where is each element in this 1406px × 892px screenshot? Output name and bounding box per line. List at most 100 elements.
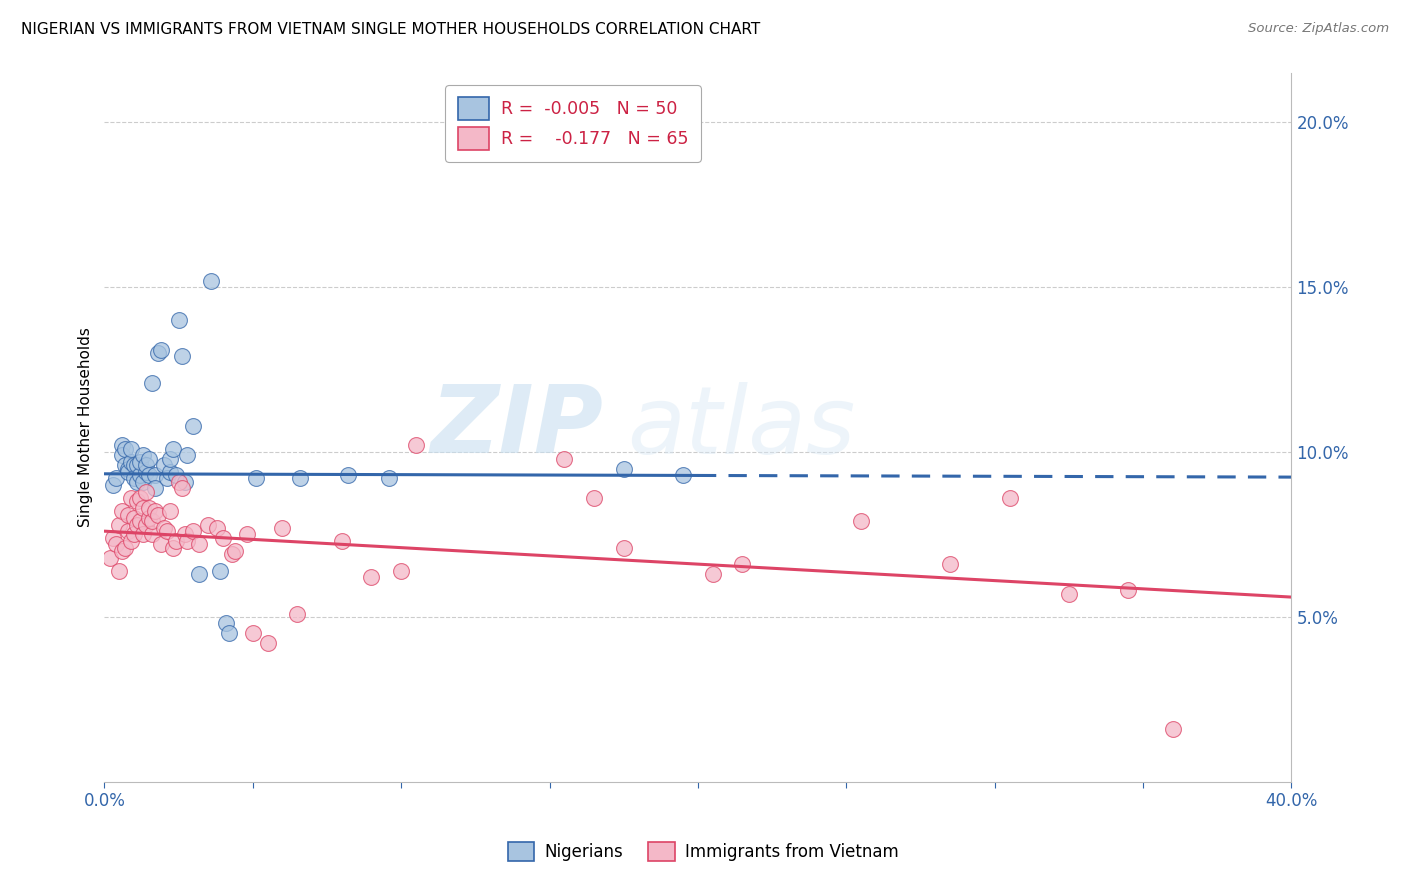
Point bbox=[117, 465, 139, 479]
Point bbox=[122, 471, 145, 485]
Point bbox=[173, 475, 195, 489]
Point bbox=[205, 521, 228, 535]
Point bbox=[176, 534, 198, 549]
Point bbox=[129, 491, 152, 506]
Point bbox=[152, 458, 174, 473]
Point bbox=[129, 455, 152, 469]
Point bbox=[271, 521, 294, 535]
Point bbox=[672, 468, 695, 483]
Point bbox=[125, 475, 148, 489]
Point bbox=[156, 471, 179, 485]
Point bbox=[242, 626, 264, 640]
Point bbox=[120, 534, 142, 549]
Point bbox=[159, 451, 181, 466]
Point bbox=[285, 607, 308, 621]
Text: Source: ZipAtlas.com: Source: ZipAtlas.com bbox=[1249, 22, 1389, 36]
Point bbox=[141, 527, 163, 541]
Point bbox=[159, 504, 181, 518]
Point bbox=[149, 537, 172, 551]
Point bbox=[1161, 722, 1184, 736]
Point bbox=[389, 564, 412, 578]
Point bbox=[336, 468, 359, 483]
Point bbox=[111, 504, 134, 518]
Point bbox=[122, 458, 145, 473]
Point bbox=[613, 541, 636, 555]
Point bbox=[236, 527, 259, 541]
Legend: Nigerians, Immigrants from Vietnam: Nigerians, Immigrants from Vietnam bbox=[501, 835, 905, 868]
Point bbox=[218, 626, 240, 640]
Legend: R =  -0.005   N = 50, R =    -0.177   N = 65: R = -0.005 N = 50, R = -0.177 N = 65 bbox=[446, 86, 700, 162]
Point bbox=[998, 491, 1021, 506]
Point bbox=[170, 350, 193, 364]
Point bbox=[120, 491, 142, 506]
Point bbox=[105, 471, 128, 485]
Point bbox=[132, 448, 155, 462]
Point bbox=[114, 541, 136, 555]
Point bbox=[138, 511, 160, 525]
Point bbox=[103, 531, 125, 545]
Point bbox=[135, 484, 157, 499]
Point bbox=[849, 514, 872, 528]
Point bbox=[129, 514, 152, 528]
Point bbox=[111, 448, 134, 462]
Point bbox=[122, 511, 145, 525]
Point bbox=[330, 534, 353, 549]
Point bbox=[1057, 587, 1080, 601]
Point bbox=[405, 438, 427, 452]
Y-axis label: Single Mother Households: Single Mother Households bbox=[79, 327, 93, 527]
Point bbox=[188, 537, 211, 551]
Point bbox=[108, 564, 131, 578]
Point bbox=[132, 501, 155, 516]
Point bbox=[156, 524, 179, 538]
Point bbox=[245, 471, 267, 485]
Point bbox=[125, 458, 148, 473]
Text: NIGERIAN VS IMMIGRANTS FROM VIETNAM SINGLE MOTHER HOUSEHOLDS CORRELATION CHART: NIGERIAN VS IMMIGRANTS FROM VIETNAM SING… bbox=[21, 22, 761, 37]
Point bbox=[188, 567, 211, 582]
Point bbox=[256, 636, 278, 650]
Point bbox=[135, 517, 157, 532]
Point bbox=[200, 274, 222, 288]
Point bbox=[170, 481, 193, 495]
Point bbox=[138, 451, 160, 466]
Point bbox=[143, 481, 166, 495]
Point bbox=[1116, 583, 1139, 598]
Point bbox=[141, 376, 163, 390]
Point bbox=[122, 527, 145, 541]
Point bbox=[939, 557, 962, 571]
Point bbox=[141, 514, 163, 528]
Point bbox=[173, 527, 195, 541]
Point bbox=[167, 475, 190, 489]
Point bbox=[290, 471, 312, 485]
Point bbox=[129, 468, 152, 483]
Point bbox=[132, 475, 155, 489]
Point bbox=[138, 468, 160, 483]
Point bbox=[120, 442, 142, 456]
Point bbox=[103, 478, 125, 492]
Point bbox=[212, 531, 235, 545]
Point bbox=[165, 468, 187, 483]
Point bbox=[108, 517, 131, 532]
Point bbox=[183, 418, 205, 433]
Point bbox=[105, 537, 128, 551]
Point bbox=[111, 544, 134, 558]
Point bbox=[209, 564, 232, 578]
Point bbox=[553, 451, 575, 466]
Point bbox=[143, 468, 166, 483]
Point bbox=[162, 442, 184, 456]
Point bbox=[120, 455, 142, 469]
Text: atlas: atlas bbox=[627, 382, 855, 473]
Point bbox=[731, 557, 754, 571]
Point bbox=[167, 313, 190, 327]
Point bbox=[117, 524, 139, 538]
Point bbox=[159, 465, 181, 479]
Point bbox=[224, 544, 246, 558]
Point bbox=[613, 461, 636, 475]
Point bbox=[117, 461, 139, 475]
Point bbox=[197, 517, 219, 532]
Point bbox=[176, 448, 198, 462]
Point bbox=[152, 521, 174, 535]
Point bbox=[221, 547, 243, 561]
Point bbox=[215, 616, 238, 631]
Point bbox=[132, 527, 155, 541]
Point bbox=[138, 501, 160, 516]
